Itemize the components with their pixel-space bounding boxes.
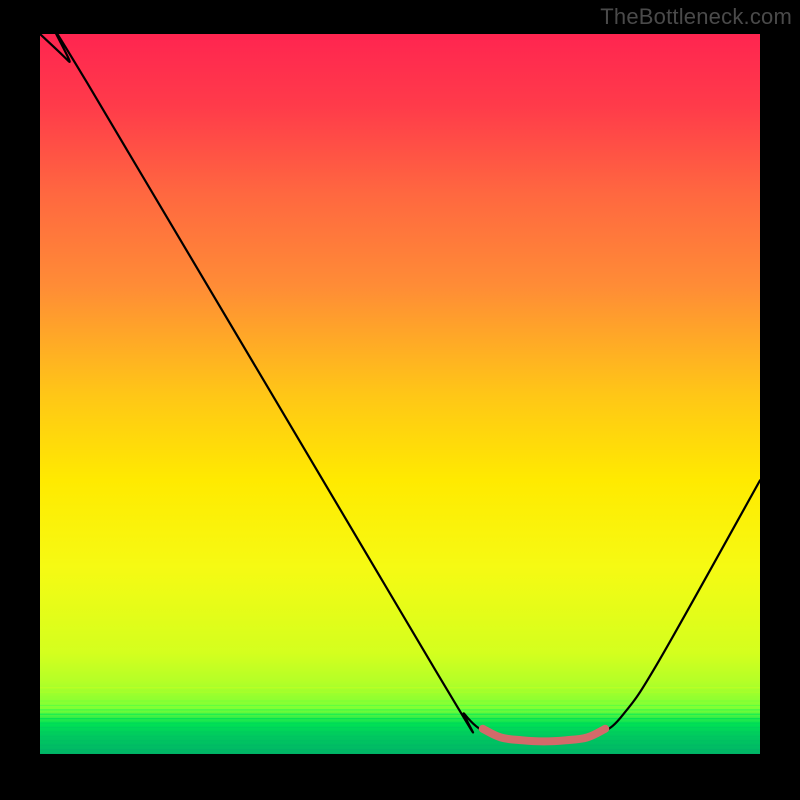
attribution-label: TheBottleneck.com bbox=[600, 4, 792, 30]
bottleneck-chart bbox=[40, 34, 760, 754]
gradient-background bbox=[40, 34, 760, 754]
chart-svg bbox=[40, 34, 760, 754]
